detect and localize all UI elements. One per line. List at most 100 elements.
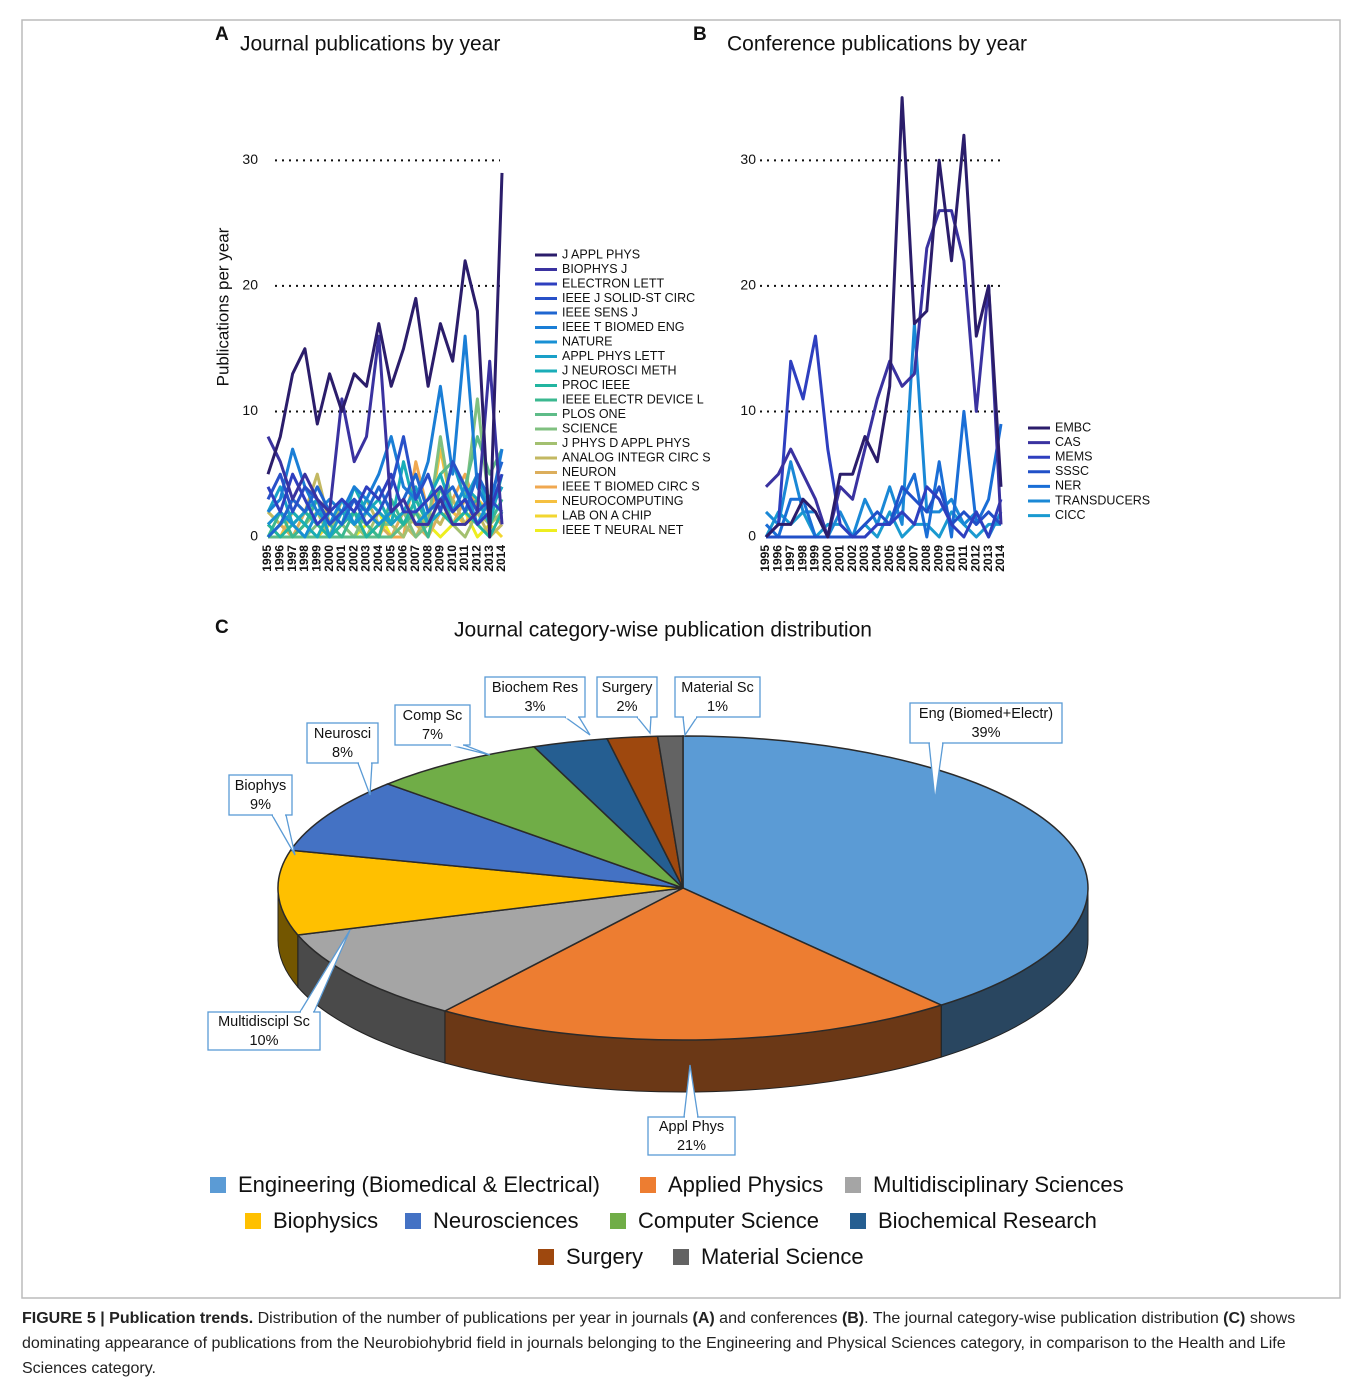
callout-label: Eng (Biomed+Electr): [919, 706, 1053, 722]
legend-label: BIOPHYS J: [562, 262, 627, 276]
legend-label: J NEUROSCI METH: [562, 363, 677, 377]
legend-swatch: [850, 1213, 866, 1229]
callout-box: [306, 722, 379, 764]
slice: [385, 745, 684, 889]
callout-seam: [301, 1010, 313, 1014]
x-tick-label: 1995: [758, 545, 772, 572]
x-tick-label: 2003: [857, 545, 871, 572]
callout-box: [394, 704, 471, 746]
data-label: 1%: [707, 699, 728, 715]
legend-label: Biochemical Research: [878, 1208, 1097, 1233]
callout-label: Appl Phys: [659, 1119, 724, 1135]
slice: [442, 887, 944, 1041]
x-tick-label: 2012: [968, 545, 982, 572]
data-label: 21%: [677, 1138, 706, 1154]
chart-title: Journal publications by year: [240, 33, 500, 56]
caption-text: shows dominating appearance of publicati…: [22, 1310, 1296, 1377]
data-label: 8%: [332, 745, 353, 761]
chart-title: Conference publications by year: [727, 33, 1027, 56]
x-tick-label: 1999: [808, 545, 822, 572]
legend-label: IEEE T BIOMED CIRC S: [562, 479, 700, 493]
callout-seam: [566, 715, 578, 719]
y-tick-label: 10: [242, 402, 258, 418]
x-tick-label: 1996: [771, 545, 785, 572]
slice: [656, 735, 684, 889]
callout-label: Surgery: [602, 680, 654, 696]
x-tick-label: 2000: [322, 545, 336, 572]
x-tick-label: 1997: [285, 545, 299, 572]
y-tick-label: 0: [250, 528, 258, 544]
data-label: 3%: [525, 699, 546, 715]
callout-seam: [359, 761, 371, 765]
x-tick-label: 2005: [383, 545, 397, 572]
legend-label: NEURON: [562, 465, 616, 479]
legend-label: J PHYS D APPL PHYS: [562, 436, 690, 450]
x-tick-label: 2008: [420, 545, 434, 572]
caption-text: (B): [841, 1310, 865, 1327]
caption-text: (A): [692, 1310, 715, 1327]
callout-label: Neurosci: [314, 726, 371, 742]
x-tick-label: 2012: [470, 545, 484, 572]
legend-label: Biophysics: [273, 1208, 378, 1233]
callout-seam: [451, 743, 463, 747]
y-tick-label: 20: [242, 277, 258, 293]
y-tick-label: 20: [740, 277, 756, 293]
legend-label: PROC IEEE: [562, 378, 630, 392]
y-axis-label: Publications per year: [213, 227, 232, 386]
legend-label: SSSC: [1055, 464, 1089, 478]
legend-label: Surgery: [566, 1244, 643, 1269]
caption: FIGURE 5 | Publication trends. Distribut…: [22, 1306, 1340, 1381]
legend-label: Multidisciplinary Sciences: [873, 1172, 1124, 1197]
callout-box: [674, 676, 761, 718]
legend-label: EMBC: [1055, 420, 1091, 434]
legend-label: IEEE ELECTR DEVICE L: [562, 392, 704, 406]
legend-label: Applied Physics: [668, 1172, 823, 1197]
callout-box: [647, 1116, 736, 1156]
line-series: [266, 435, 504, 526]
x-tick-label: 2001: [334, 545, 348, 572]
line-series: [766, 485, 1003, 539]
panel-letter: C: [215, 617, 229, 638]
legend-label: PLOS ONE: [562, 407, 626, 421]
frame: [21, 19, 1341, 1299]
callout-seam: [685, 1115, 697, 1119]
callout-seam: [638, 715, 650, 719]
legend-label: IEEE T NEURAL NET: [562, 523, 684, 537]
callout-label: Comp Sc: [403, 708, 463, 724]
x-tick-label: 2013: [482, 545, 496, 572]
x-tick-label: 2007: [408, 545, 422, 572]
legend-swatch: [640, 1177, 656, 1193]
callout-label: Biophys: [235, 778, 287, 794]
y-tick-label: 30: [242, 151, 258, 167]
line-series: [764, 209, 1003, 539]
callout-box: [596, 676, 658, 718]
legend-swatch: [845, 1177, 861, 1193]
legend-label: CICC: [1055, 508, 1086, 522]
slice: [277, 849, 684, 936]
legend-label: ANALOG INTEGR CIRC S: [562, 450, 711, 464]
callout-pointer: [635, 716, 652, 735]
y-tick-label: 30: [740, 151, 756, 167]
x-tick-label: 2006: [396, 545, 410, 572]
legend-label: IEEE SENS J: [562, 305, 638, 319]
callout-box: [228, 774, 293, 816]
legend-label: Engineering (Biomedical & Electrical): [238, 1172, 600, 1197]
slice: [682, 735, 1089, 1006]
x-tick-label: 2005: [882, 545, 896, 572]
legend-label: ELECTRON LETT: [562, 276, 664, 290]
callout-label: Biochem Res: [492, 680, 578, 696]
x-tick-label: 2002: [346, 545, 360, 572]
panel-letter: A: [215, 24, 229, 45]
callout-label: Material Sc: [681, 680, 754, 696]
line-series: [266, 485, 504, 539]
x-tick-label: 2014: [494, 545, 508, 572]
legend-label: APPL PHYS LETT: [562, 349, 665, 363]
data-label: 9%: [250, 797, 271, 813]
slice: [296, 887, 684, 1012]
panel-letter: B: [693, 24, 707, 45]
x-tick-label: 2011: [956, 545, 970, 571]
callout-label: Multidiscipl Sc: [218, 1014, 310, 1030]
legend-swatch: [538, 1249, 554, 1265]
legend-label: CAS: [1055, 435, 1081, 449]
